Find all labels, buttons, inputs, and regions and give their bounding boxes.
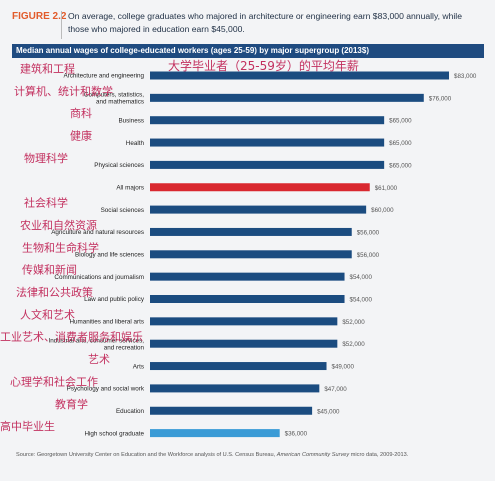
chinese-label: 健康 [70,129,92,143]
category-label: Agriculture and natural resources [51,229,144,236]
source-prefix: Source: Georgetown University Center on … [16,452,277,458]
chinese-label: 高中毕业生 [0,419,55,433]
value-label: $56,000 [357,252,380,259]
category-label: Humanities and liberal arts [69,319,144,326]
bar [150,317,338,326]
bar [150,250,352,259]
bar [150,93,424,102]
category-label: Biology and life sciences [75,252,144,259]
bar [150,362,327,371]
chinese-label: 社会科学 [24,196,68,210]
chinese-label: 商科 [70,106,92,120]
bar [150,160,385,169]
value-label: $65,000 [389,140,412,147]
bar [150,205,367,214]
category-label: Physical sciences [94,162,144,169]
value-label: $54,000 [350,297,373,304]
category-label: Business [118,117,144,124]
chinese-label: 教育学 [55,397,88,411]
chinese-label: 传媒和新闻 [22,263,77,277]
category-label: Arts [133,363,144,370]
value-label: $49,000 [332,364,355,371]
figure-label: FIGURE 2.2 [12,11,67,22]
chinese-label: 物理科学 [24,151,68,165]
category-label: Social sciences [101,207,144,214]
source-italic: American Community Survey [276,452,350,458]
bar [150,384,320,393]
value-label: $52,000 [342,319,365,326]
overlay-title: 大学毕业者（25-59岁）的平均年薪 [168,58,359,73]
bar [150,406,313,415]
category-label: Law and public policy [84,296,145,303]
figure-title: On average, college graduates who majore… [68,11,462,34]
chinese-label: 计算机、统计和数学 [14,84,113,98]
bar [150,116,385,125]
value-label: $76,000 [429,95,452,102]
category-label: High school graduate [84,430,144,437]
value-label: $54,000 [350,274,373,281]
chinese-label: 艺术 [88,353,110,366]
bar [150,138,385,147]
category-label: Communications and journalism [54,274,144,281]
value-label: $36,000 [285,431,308,438]
chinese-label: 法律和公共政策 [16,285,93,299]
category-label: Psychology and social work [67,386,145,393]
source-suffix: micro data, 2009-2013. [349,452,409,458]
chinese-label: 人文和艺术 [20,307,75,321]
bar [150,339,338,348]
value-label: $60,000 [371,207,394,214]
title-separator [61,11,62,39]
value-label: $61,000 [375,185,398,192]
category-label: All majors [116,184,144,191]
figure-title-block: FIGURE 2.2 On average, college graduates… [12,10,484,42]
bar [150,227,352,236]
bar [150,71,449,80]
category-label: Industrial arts, consumer services, [48,337,144,344]
bar [150,272,345,281]
bar [150,429,280,438]
chinese-label: 生物和生命科学 [22,240,99,254]
value-label: $65,000 [389,118,412,125]
value-label: $47,000 [324,386,347,393]
chinese-label: 心理学和社会工作 [10,374,98,388]
bar [150,183,370,192]
category-label: and mathematics [96,99,144,106]
value-label: $56,000 [357,229,380,236]
chinese-label: 建筑和工程 [20,62,75,76]
value-label: $65,000 [389,162,412,169]
source-note: Source: Georgetown University Center on … [16,451,484,459]
chart-title: Median annual wages of college-educated … [12,44,484,58]
value-label: $45,000 [317,408,340,415]
category-label: Architecture and engineering [63,73,144,80]
chinese-label: 工业艺术、消费者服务和娱乐 [0,330,143,344]
value-label: $52,000 [342,341,365,348]
category-label: and recreation [104,344,145,351]
bar [150,295,345,303]
category-label: Education [116,408,145,415]
chinese-label: 农业和自然资源 [20,218,97,232]
category-label: Computers, statistics, [84,92,144,99]
category-label: Health [126,140,145,147]
value-label: $83,000 [454,73,477,80]
